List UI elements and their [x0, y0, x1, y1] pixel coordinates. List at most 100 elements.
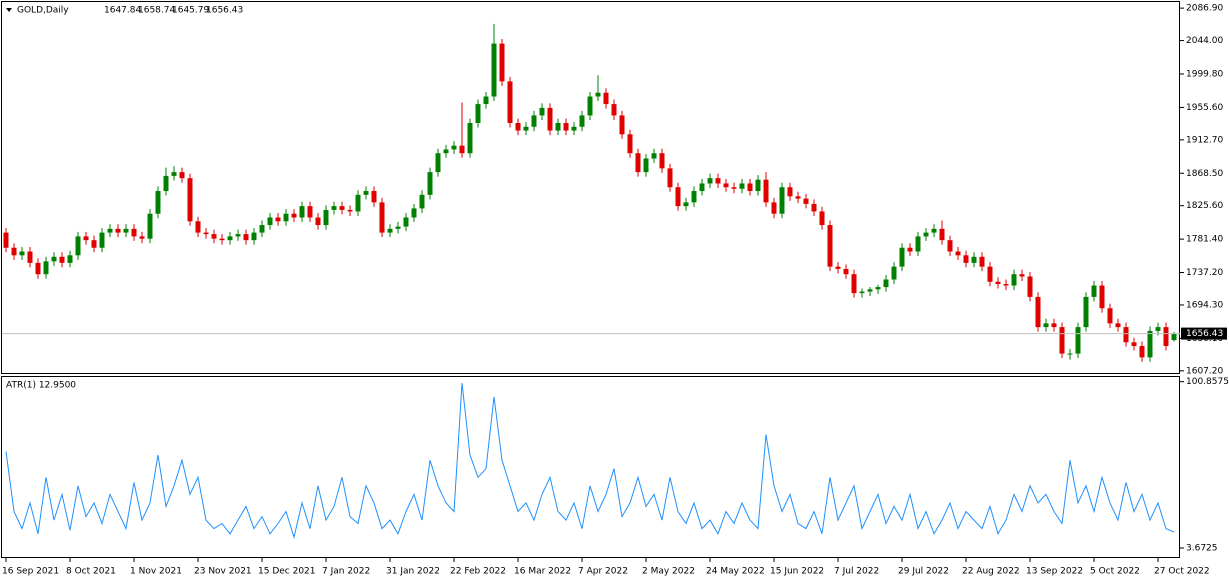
- candle-body: [531, 115, 537, 127]
- candle-body: [651, 153, 657, 159]
- candle-body: [763, 179, 769, 203]
- candle-body: [195, 221, 201, 233]
- candle-body: [1131, 342, 1137, 347]
- last-price-label: 1656.43: [1186, 329, 1223, 339]
- candle-body: [283, 213, 289, 222]
- candle-body: [715, 178, 721, 184]
- candle-body: [851, 274, 857, 294]
- x-tick-label: 15 Jun 2022: [770, 567, 824, 577]
- candle-body: [683, 202, 689, 207]
- candle-body: [971, 256, 977, 263]
- candle-body: [483, 96, 489, 105]
- candle-body: [867, 289, 873, 292]
- candle-body: [947, 240, 953, 252]
- candle-body: [923, 232, 929, 237]
- candle-body: [595, 92, 601, 97]
- ohlc-low: 1645.79: [172, 6, 209, 16]
- x-tick-label: 27 Oct 2022: [1154, 567, 1210, 577]
- menu-arrow[interactable]: [6, 8, 12, 12]
- candle-body: [747, 183, 753, 192]
- candle-body: [811, 203, 817, 212]
- candle-body: [883, 279, 889, 288]
- candle-body: [355, 194, 361, 212]
- candle-body: [99, 232, 105, 248]
- x-tick-label: 7 Jul 2022: [834, 567, 879, 577]
- candle-body: [235, 234, 241, 237]
- candle-body: [619, 115, 625, 135]
- candle-body: [315, 217, 321, 226]
- candle-body: [75, 236, 81, 256]
- x-tick-label: 31 Jan 2022: [386, 567, 440, 577]
- x-tick-label: 22 Aug 2022: [962, 567, 1020, 577]
- candle-body: [955, 251, 961, 256]
- candle-body: [1027, 276, 1033, 297]
- x-tick-label: 5 Oct 2022: [1090, 567, 1140, 577]
- x-tick-label: 7 Apr 2022: [578, 567, 628, 577]
- candle-body: [307, 206, 313, 218]
- candle-body: [787, 187, 793, 197]
- candle-body: [1099, 285, 1105, 309]
- candle-body: [859, 291, 865, 294]
- candle-body: [179, 172, 185, 179]
- indicator-title: ATR(1) 12.9500: [6, 381, 76, 391]
- candle-body: [899, 247, 905, 267]
- candle-body: [411, 208, 417, 218]
- candle-body: [963, 255, 969, 263]
- candle-body: [59, 256, 65, 263]
- candle-body: [371, 191, 377, 203]
- candle-body: [1163, 327, 1169, 347]
- candle-body: [1107, 308, 1113, 324]
- candle-body: [755, 179, 761, 192]
- candle-body: [387, 228, 393, 233]
- candle-body: [259, 225, 265, 233]
- candle-body: [459, 145, 465, 154]
- candle-body: [147, 213, 153, 239]
- candle-body: [427, 172, 433, 195]
- candle-body: [1019, 274, 1025, 277]
- x-tick-label: 2 May 2022: [642, 567, 695, 577]
- candle-body: [211, 234, 217, 239]
- candle-body: [1155, 327, 1161, 331]
- candle-body: [1003, 284, 1009, 286]
- candle-body: [299, 206, 305, 218]
- y-tick-label: 1825.60: [1186, 201, 1223, 211]
- candle-body: [659, 153, 665, 169]
- candle-body: [51, 256, 57, 262]
- candle-body: [1115, 323, 1121, 328]
- candle-body: [571, 126, 577, 131]
- candle-body: [379, 202, 385, 233]
- candle-body: [251, 232, 257, 241]
- atr-panel-frame: [1, 376, 1180, 558]
- candle-body: [219, 238, 225, 241]
- candle-body: [675, 187, 681, 207]
- candle-body: [635, 153, 641, 173]
- candle-body: [19, 251, 25, 256]
- candle-body: [667, 168, 673, 188]
- y-tick-label: 1607.20: [1186, 366, 1223, 376]
- candle-body: [779, 187, 785, 214]
- y-tick-label: 1955.60: [1186, 103, 1223, 113]
- candle-body: [739, 183, 745, 189]
- candle-body: [131, 228, 137, 237]
- candle-body: [155, 191, 161, 214]
- x-tick-label: 8 Oct 2021: [66, 567, 116, 577]
- x-tick-label: 29 Jul 2022: [898, 567, 949, 577]
- candle-body: [907, 247, 913, 252]
- y-tick-label: 1999.80: [1186, 69, 1223, 79]
- y-tick-label: 1868.50: [1186, 169, 1223, 179]
- candle-body: [587, 96, 593, 116]
- candle-body: [123, 228, 129, 233]
- candle-body: [1123, 327, 1129, 343]
- candle-body: [203, 232, 209, 235]
- candle-body: [3, 232, 9, 248]
- atr-line: [5, 383, 1175, 540]
- candle-body: [467, 122, 473, 154]
- candle-body: [499, 43, 505, 82]
- candle-body: [1011, 274, 1017, 286]
- candle-body: [827, 225, 833, 267]
- candle-body: [475, 104, 481, 123]
- candle-body: [563, 122, 569, 131]
- y-tick-label: 1694.30: [1186, 300, 1223, 310]
- candle-body: [1043, 323, 1049, 328]
